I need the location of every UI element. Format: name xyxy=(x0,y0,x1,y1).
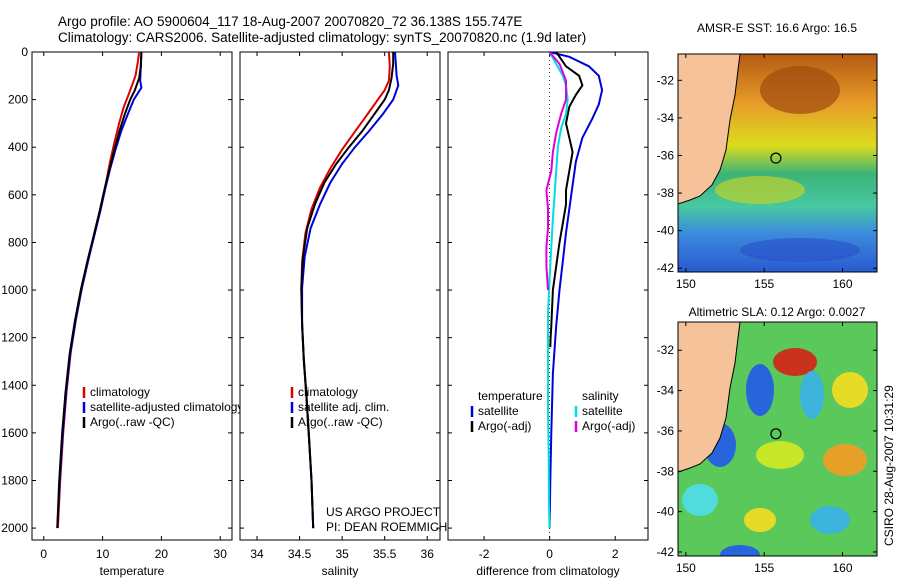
sla-land xyxy=(678,322,741,473)
temperature-xtick-label: 10 xyxy=(96,547,110,561)
salinity-xtick-label: 34.5 xyxy=(288,547,312,561)
salinity-xtick-label: 36 xyxy=(421,547,435,561)
temperature-legend-label: satellite-adjusted climatology xyxy=(90,400,243,414)
sla-low-5 xyxy=(810,506,850,534)
sst-latitude-tick-label: -38 xyxy=(657,186,675,200)
temperature-xaxis-label: temperature xyxy=(100,564,165,578)
depth-tick-label: 200 xyxy=(8,93,28,107)
series-line-argo-raw-qc- xyxy=(300,52,395,529)
sla-high-5 xyxy=(744,508,776,532)
depth-tick-label: 1400 xyxy=(1,378,28,392)
temperature-xtick-label: 0 xyxy=(40,547,47,561)
sla-latitude-tick-label: -32 xyxy=(657,343,675,357)
temperature-legend-label: climatology xyxy=(90,385,150,399)
figure-title-line1: Argo profile: AO 5900604_117 18-Aug-2007… xyxy=(58,14,523,29)
depth-tick-label: 2000 xyxy=(1,521,28,535)
difference-legend-label: satellite xyxy=(478,404,519,418)
sla-low-6 xyxy=(720,545,760,556)
sst-map-frame xyxy=(677,53,878,273)
difference-xtick-label: -2 xyxy=(479,547,490,561)
series-line-argo-raw-qc- xyxy=(56,51,143,529)
salinity-xtick-label: 35 xyxy=(335,547,349,561)
sla-latitude-tick-label: -42 xyxy=(657,545,675,559)
sla-low-4 xyxy=(682,484,718,516)
sla-low-2 xyxy=(800,371,824,419)
sla-longitude-tick-label: 150 xyxy=(676,561,696,575)
sst-map-title: AMSR-E SST: 16.6 Argo: 16.5 xyxy=(697,21,857,35)
sla-map-frame xyxy=(677,321,878,557)
sst-map: AMSR-E SST: 16.6 Argo: 16.5 150 155 160 -32… xyxy=(657,21,878,291)
sst-longitude-tick-label: 160 xyxy=(833,277,853,291)
difference-panel: -2 0 2 difference from climatology temperatu… xyxy=(447,51,649,578)
salinity-legend-label: satellite adj. clim. xyxy=(298,400,389,414)
sla-map-title: Altimetric SLA: 0.12 Argo: 0.0027 xyxy=(689,305,866,319)
sla-low-1 xyxy=(746,364,774,416)
sst-longitude-tick-label: 155 xyxy=(754,277,774,291)
difference-legend-header-temperature: temperature xyxy=(478,389,543,403)
series-line-temperature-satellite xyxy=(548,51,604,529)
sst-latitude-tick-label: -34 xyxy=(657,111,675,125)
sla-latitude-tick-label: -38 xyxy=(657,464,675,478)
sla-high-4 xyxy=(756,441,804,469)
sst-latitude-tick-label: -42 xyxy=(657,261,675,275)
sla-latitude-tick-label: -40 xyxy=(657,505,675,519)
difference-xtick-label: 2 xyxy=(612,547,619,561)
difference-legend-label: Argo(-adj) xyxy=(478,419,531,433)
difference-xaxis-label: difference from climatology xyxy=(476,564,619,578)
difference-legend-label: satellite xyxy=(582,404,623,418)
sla-latitude-tick-label: -36 xyxy=(657,424,675,438)
project-note-line: PI: DEAN ROEMMICH xyxy=(326,520,447,534)
sst-latitude-tick-label: -40 xyxy=(657,224,675,238)
sla-high-3 xyxy=(823,444,867,476)
figure-title-line2: Climatology: CARS2006. Satellite-adjuste… xyxy=(58,30,587,45)
series-line-salinity-argo-adj- xyxy=(545,51,567,291)
sst-front xyxy=(715,176,805,204)
depth-tick-label: 1200 xyxy=(1,331,28,345)
temperature-xtick-label: 30 xyxy=(214,547,228,561)
depth-tick-label: 1800 xyxy=(1,473,28,487)
difference-legend-label: Argo(-adj) xyxy=(582,419,635,433)
depth-tick-label: 800 xyxy=(8,235,28,249)
sst-argo-location-marker xyxy=(770,152,782,164)
sla-latitude-tick-label: -34 xyxy=(657,384,675,398)
sst-latitude-tick-label: -32 xyxy=(657,73,675,87)
depth-tick-label: 1600 xyxy=(1,426,28,440)
sla-high-1 xyxy=(773,348,817,376)
temperature-legend-label: Argo(..raw -QC) xyxy=(90,415,175,429)
sla-argo-location-marker xyxy=(770,428,782,440)
temperature-xtick-label: 20 xyxy=(155,547,169,561)
sla-longitude-tick-label: 160 xyxy=(833,561,853,575)
sla-high-2 xyxy=(832,372,868,408)
salinity-legend-label: climatology xyxy=(298,385,358,399)
sla-longitude-tick-label: 155 xyxy=(754,561,774,575)
sla-map: Altimetric SLA: 0.12 Argo: 0.0027 150 155… xyxy=(657,305,878,575)
sst-longitude-tick-label: 150 xyxy=(676,277,696,291)
creation-stamp: CSIRO 28-Aug-2007 10:31:29 xyxy=(882,385,896,546)
temperature-panel: 0 200 400 600 800 1000 1200 1400 1600 1800 2000 0 10… xyxy=(1,45,243,578)
salinity-legend-label: Argo(..raw -QC) xyxy=(298,415,383,429)
depth-tick-label: 400 xyxy=(8,140,28,154)
depth-tick-label: 600 xyxy=(8,188,28,202)
difference-xtick-label: 0 xyxy=(546,547,553,561)
depth-tick-label: 1000 xyxy=(1,283,28,297)
salinity-plot-frame xyxy=(239,51,441,541)
sst-land xyxy=(678,54,741,205)
salinity-xtick-label: 35.5 xyxy=(373,547,397,561)
sst-warm-core xyxy=(760,66,840,114)
sst-cold-band xyxy=(740,238,860,262)
project-note-line: US ARGO PROJECT xyxy=(326,505,441,519)
salinity-xaxis-label: salinity xyxy=(322,564,359,578)
salinity-panel: 34 34.5 35 35.5 36 salinity climatologysatelli… xyxy=(239,51,447,578)
salinity-xtick-label: 34 xyxy=(250,547,264,561)
temperature-plot-frame xyxy=(31,51,233,541)
sst-latitude-tick-label: -36 xyxy=(657,148,675,162)
depth-tick-label: 0 xyxy=(21,45,28,59)
difference-legend-header-salinity: salinity xyxy=(582,389,619,403)
series-line-temperature-argo-adj- xyxy=(549,51,584,348)
